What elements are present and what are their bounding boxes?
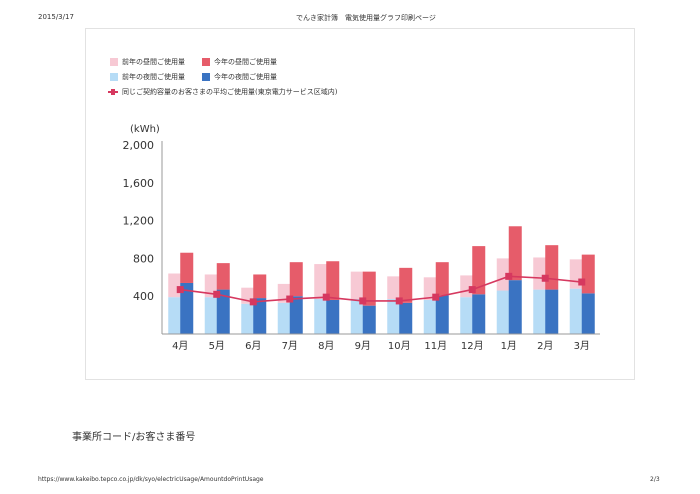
average-point [176,286,184,294]
x-tick-label: 8月 [318,340,334,352]
x-tick-label: 11月 [424,340,447,352]
y-tick-label: 1,600 [123,177,155,190]
curr-day-bar [326,261,340,300]
curr-night-bar [435,295,449,334]
bars [168,226,595,334]
curr-night-bar [508,280,522,334]
legend-curr-day: 今年の昼間ご使用量 [202,57,277,67]
y-tick-labels: 2,000 1,600 1,200 800 400 [123,139,155,303]
page-url: https://www.kakeibo.tepco.co.jp/dk/syo/e… [38,476,264,483]
legend-prev-night-label: 前年の夜間ご使用量 [122,73,185,81]
y-tick-label: 1,200 [123,215,155,228]
x-tick-label: 12月 [461,340,484,352]
print-date: 2015/3/17 [38,13,74,21]
curr-night-bar [362,305,376,334]
average-point [395,297,403,305]
legend-average: 同じご契約容量のお客さまの平均ご使用量(東京電力サービス区域内) [108,87,337,97]
curr-night-bar [253,298,267,334]
curr-day-bar [545,245,559,290]
y-tick-label: 400 [133,290,154,303]
legend-curr-day-swatch [202,58,210,66]
average-point [541,274,549,282]
curr-night-bar [545,289,559,334]
page-number: 2/3 [650,476,660,483]
curr-night-bar [216,289,230,334]
y-axis-unit: (kWh) [130,124,160,135]
prev-night-bar [496,290,510,334]
curr-day-bar [362,271,376,306]
prev-day-bar [350,271,364,300]
prev-night-bar [423,299,437,334]
curr-night-bar [581,293,595,334]
x-tick-label: 7月 [282,340,298,352]
curr-day-bar [216,263,230,290]
legend-curr-night-swatch [202,73,210,81]
average-line-path [180,275,582,303]
prev-night-bar [533,289,547,334]
curr-day-bar [253,274,267,299]
legend-prev-night-swatch [110,73,118,81]
average-point [578,278,586,286]
curr-day-bar [399,267,413,303]
curr-night-bar [399,302,413,334]
prev-night-bar [569,288,583,334]
average-point [322,293,330,301]
x-tick-label: 9月 [355,340,371,352]
legend-prev-night: 前年の夜間ご使用量 [110,72,185,82]
curr-day-bar [180,252,194,283]
prev-day-bar [387,276,401,300]
customer-number-label: 事業所コード/お客さま番号 [72,432,196,443]
average-point [432,293,440,301]
average-point [286,295,294,303]
curr-night-bar [180,282,194,334]
y-tick-label: 2,000 [123,139,155,152]
prev-day-bar [496,258,510,291]
x-tick-label: 1月 [501,340,517,352]
x-tick-label: 10月 [388,340,411,352]
curr-day-bar [472,246,486,295]
prev-night-bar [277,302,291,334]
prev-night-bar [460,297,474,334]
prev-night-bar [387,299,401,334]
curr-day-bar [435,262,449,296]
prev-night-bar [241,303,255,334]
legend-prev-day: 前年の昼間ご使用量 [110,57,185,67]
x-tick-label: 4月 [172,340,188,352]
curr-day-bar [581,254,595,294]
curr-day-bar [289,262,303,297]
prev-night-bar [314,299,328,334]
average-line [176,272,586,306]
prev-day-bar [168,273,182,298]
average-point [213,290,221,298]
curr-day-bar [508,226,522,281]
prev-night-bar [350,299,364,334]
x-tick-label: 3月 [574,340,590,352]
prev-night-bar [204,297,218,334]
x-tick-label: 6月 [245,340,261,352]
legend-average-label: 同じご契約容量のお客さまの平均ご使用量(東京電力サービス区域内) [122,88,338,96]
average-point [468,286,476,294]
legend-curr-night-label: 今年の夜間ご使用量 [214,73,277,81]
prev-day-bar [314,264,328,300]
curr-night-bar [472,294,486,334]
legend-curr-day-label: 今年の昼間ご使用量 [214,58,277,66]
curr-night-bar [326,299,340,334]
average-point [505,272,513,280]
average-point [249,298,257,306]
legend-curr-night: 今年の夜間ご使用量 [202,72,277,82]
legend-prev-day-swatch [110,58,118,66]
average-point [359,297,367,305]
x-tick-labels: 4月 5月 6月 7月 8月 9月 10月 11月 12月 1月 2月 3月 [172,340,590,352]
legend-average-swatch [108,89,118,95]
curr-night-bar [289,296,303,334]
prev-day-bar [533,257,547,290]
y-tick-label: 800 [133,252,154,265]
legend-prev-day-label: 前年の昼間ご使用量 [122,58,185,66]
x-tick-label: 2月 [537,340,553,352]
page-title: でんき家計簿 電気使用量グラフ印刷ページ [296,14,436,22]
x-tick-label: 5月 [209,340,225,352]
prev-night-bar [168,297,182,334]
